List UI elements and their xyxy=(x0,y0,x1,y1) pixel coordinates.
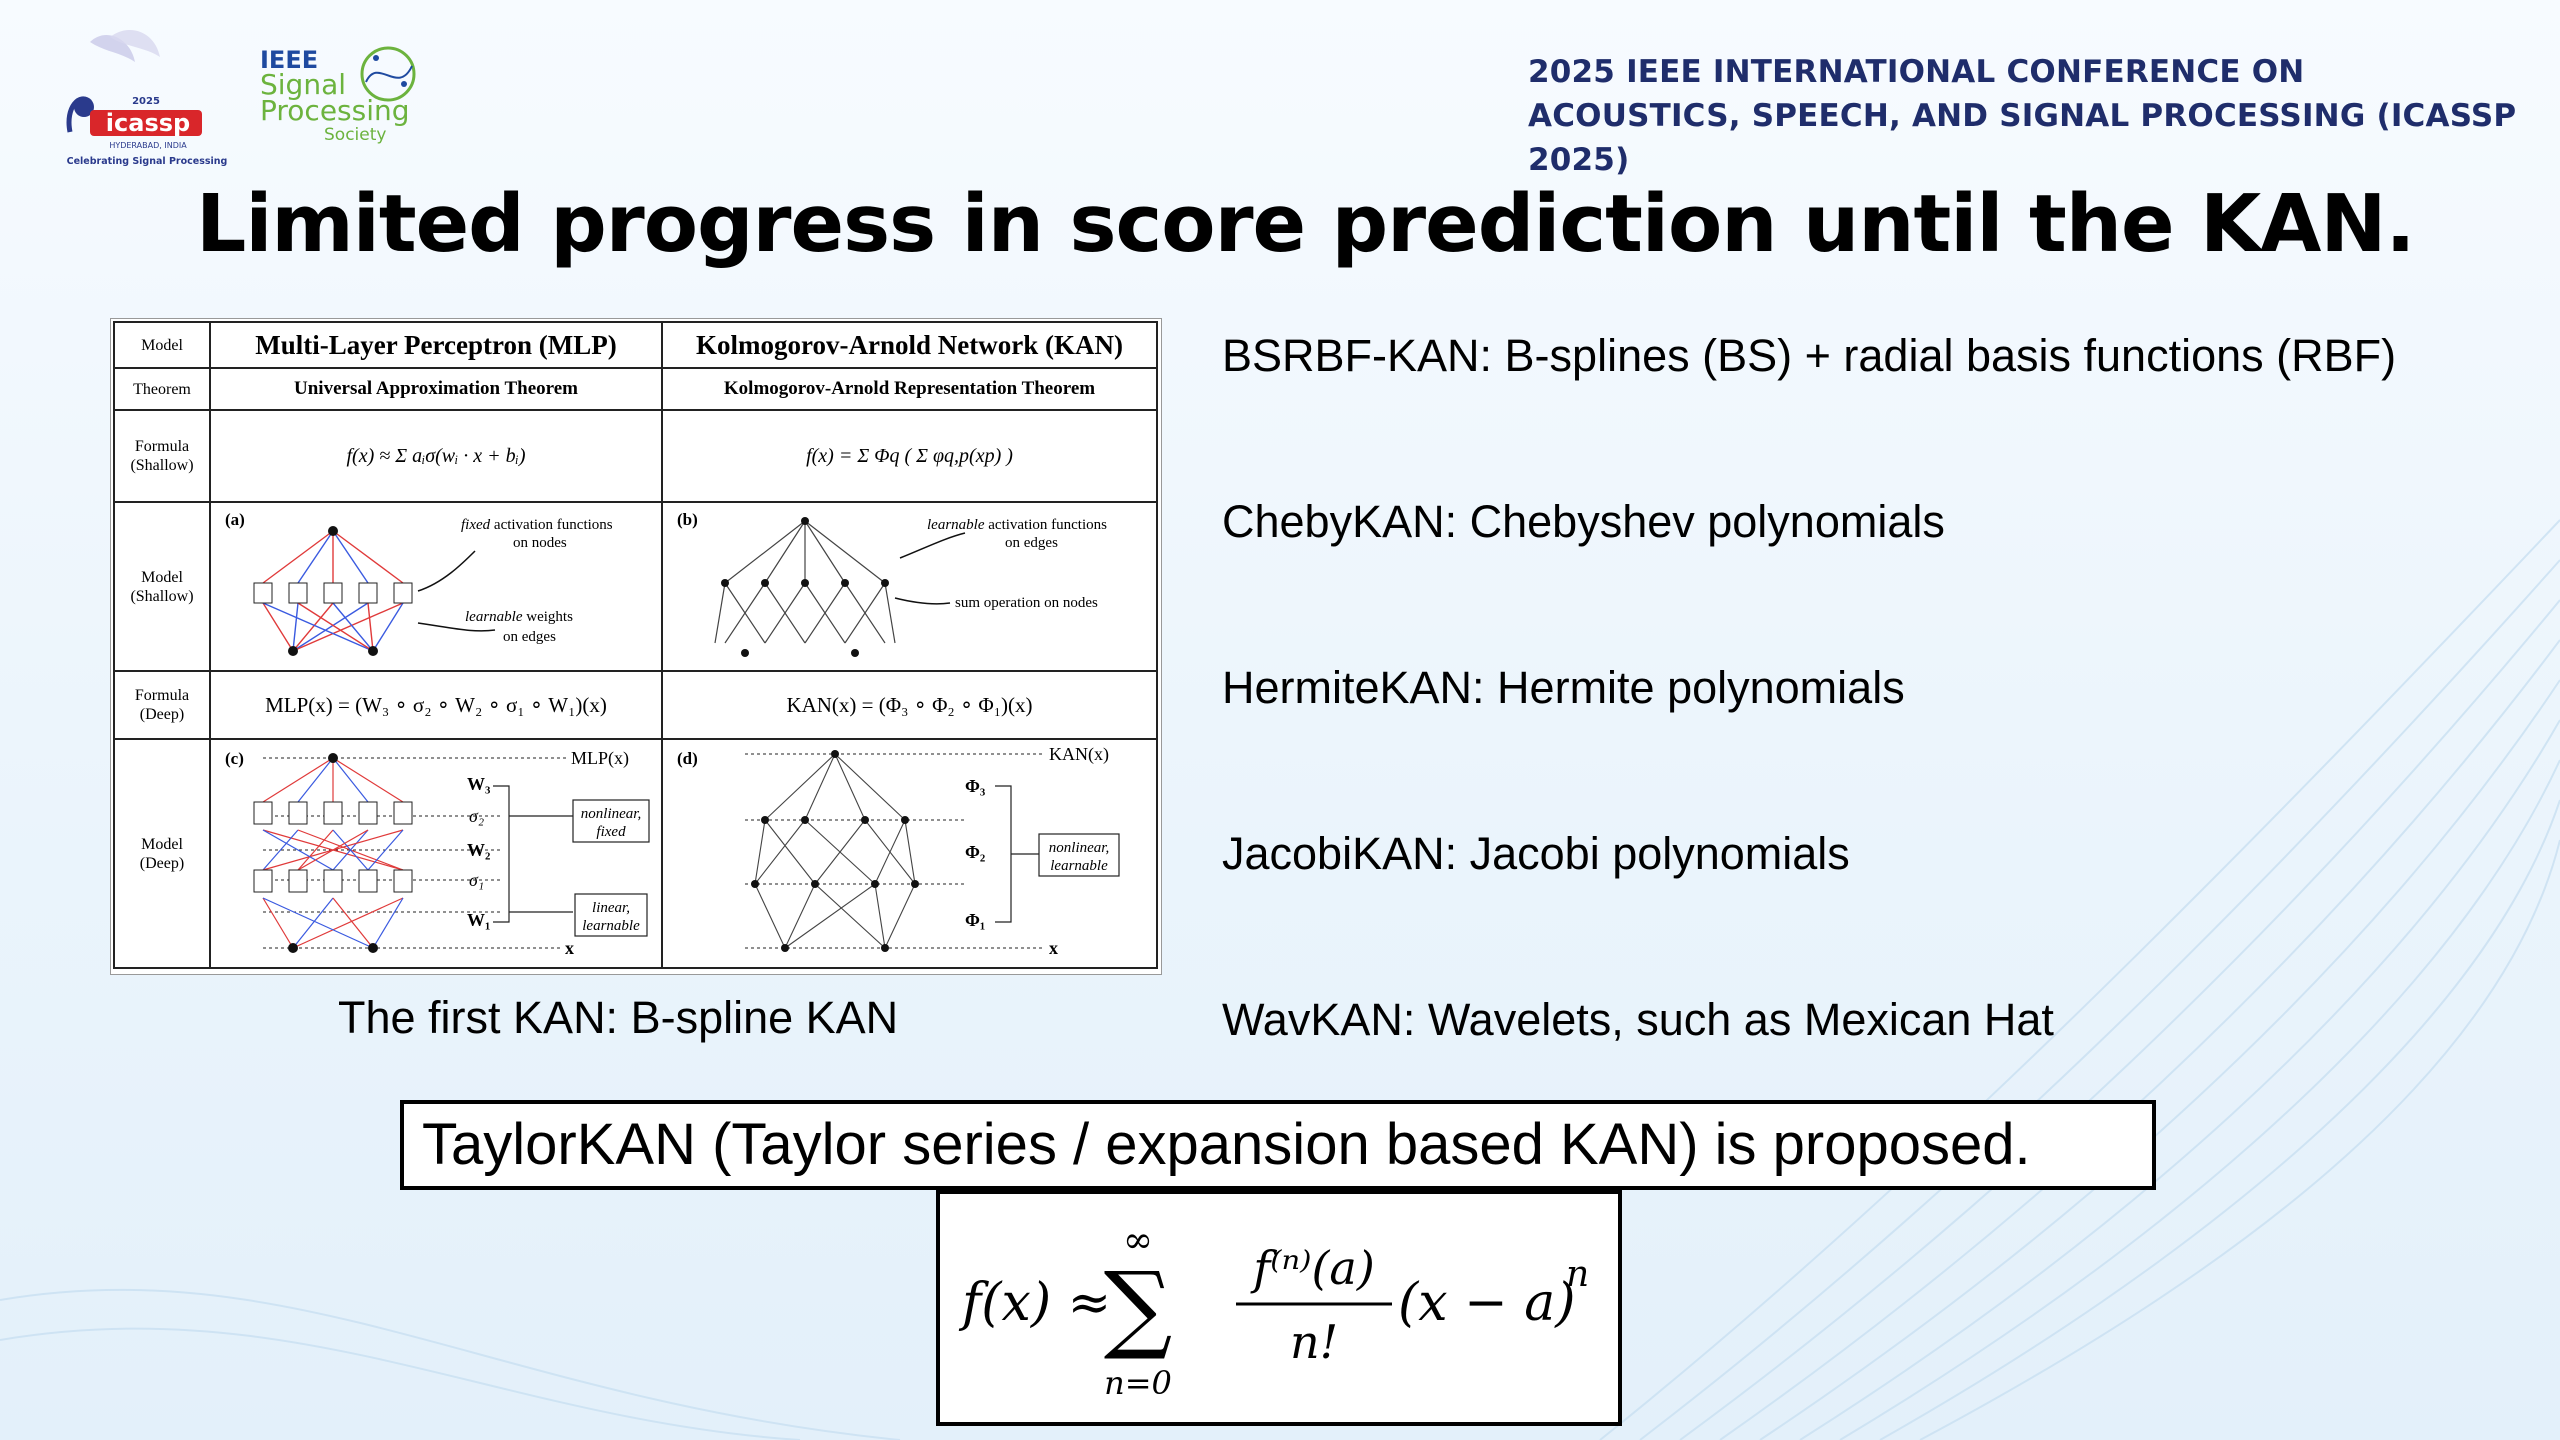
kan-variant-jacobi: JacobiKAN: Jacobi polynomials xyxy=(1222,828,1850,879)
svg-text:Society: Society xyxy=(324,125,386,145)
svg-text:HYDERABAD, INDIA: HYDERABAD, INDIA xyxy=(109,141,187,150)
kan-theorem: Kolmogorov-Arnold Representation Theorem xyxy=(661,367,1158,411)
b-note-1: learnable activation functions xyxy=(927,517,1107,533)
mlp-deep-diagram: (c) xyxy=(225,748,650,958)
panel-label-a: (a) xyxy=(225,510,245,529)
c-s2: σ₂ xyxy=(469,806,484,826)
row-label-text: (Shallow) xyxy=(130,587,194,605)
c-w2: W₂ xyxy=(467,840,490,860)
c-w3: W₃ xyxy=(467,774,491,794)
kan-shallow-diagram-cell: (b) learnable activation functions on ed… xyxy=(661,501,1158,672)
slide-title: Limited progress in score prediction unt… xyxy=(196,178,2416,270)
row-label-model-shallow: Model (Shallow) xyxy=(113,501,211,672)
mlp-shallow-diagram-cell: (a) xyxy=(209,501,663,672)
d-x: x xyxy=(1049,938,1058,958)
b-note-3: sum operation on nodes xyxy=(955,595,1098,611)
row-label-text: (Deep) xyxy=(139,706,185,723)
kan-variant-wav: WavKAN: Wavelets, such as Mexican Hat xyxy=(1222,994,2054,1045)
kan-variant-bsrbf: BSRBF-KAN: B-splines (BS) + radial basis… xyxy=(1222,330,2397,381)
mlp-header: Multi-Layer Perceptron (MLP) xyxy=(209,321,663,369)
a-note-3: learnable weights xyxy=(465,609,573,625)
d-box1b: learnable xyxy=(1050,858,1108,874)
row-label-formula-deep: Formula (Deep) xyxy=(113,670,211,740)
c-s1: σ₁ xyxy=(469,870,484,890)
svg-text:Signal: Signal xyxy=(260,68,346,101)
formula-sum-upper: ∞ xyxy=(1123,1220,1153,1261)
comparison-table: Model Multi-Layer Perceptron (MLP) Kolmo… xyxy=(113,321,1158,969)
panel-label-c: (c) xyxy=(225,749,244,768)
formula-exponent: n xyxy=(1566,1254,1589,1295)
row-label-theorem: Theorem xyxy=(113,367,211,411)
row-label-text: (Deep) xyxy=(139,854,185,872)
c-box1b: fixed xyxy=(596,824,626,840)
mlp-deep-diagram-cell: (c) xyxy=(209,738,663,969)
mlp-formula-shallow: f(x) ≈ Σ aᵢσ(wᵢ · x + bᵢ) xyxy=(209,409,663,503)
formula-sum-symbol: ∑ xyxy=(1104,1251,1173,1363)
formula-factor: (x − a) xyxy=(1398,1273,1576,1333)
formula-sum-lower: n=0 xyxy=(1104,1364,1172,1402)
svg-text:icassp: icassp xyxy=(106,109,190,137)
svg-text:2025: 2025 xyxy=(132,96,160,107)
d-p2: Φ₂ xyxy=(965,842,985,862)
c-box2b: learnable xyxy=(582,918,640,934)
taylor-formula-box: f(x) ≈ ∞ ∑ n=0 f⁽ⁿ⁾(a) n! (x − a) n xyxy=(936,1190,1622,1426)
c-mlpx: MLP(x) xyxy=(571,748,629,769)
conference-line-2: ACOUSTICS, SPEECH, AND SIGNAL PROCESSING… xyxy=(1528,98,2517,178)
b-note-2: on edges xyxy=(1005,535,1058,551)
row-label-text: Model xyxy=(141,835,183,853)
formula-lhs: f(x) ≈ xyxy=(958,1273,1111,1333)
ieee-sps-logo: IEEE Signal Processing Society xyxy=(258,36,428,151)
kan-variant-cheby: ChebyKAN: Chebyshev polynomials xyxy=(1222,496,1945,547)
formula-denominator: n! xyxy=(1290,1315,1338,1369)
a-note-2: on nodes xyxy=(513,535,567,551)
d-kanx: KAN(x) xyxy=(1049,744,1109,765)
row-label-text: Formula xyxy=(134,687,190,704)
kan-deep-diagram: (d) KAN xyxy=(677,744,1120,958)
a-note-1: fixed activation functions xyxy=(461,517,613,533)
kan-formula-deep: KAN(x) = (Φ₃ ∘ Φ₂ ∘ Φ₁)(x) xyxy=(661,670,1158,740)
panel-label-d: (d) xyxy=(677,749,698,768)
d-p3: Φ₃ xyxy=(965,776,986,796)
taylor-formula: f(x) ≈ ∞ ∑ n=0 f⁽ⁿ⁾(a) n! (x − a) n xyxy=(958,1220,1589,1402)
row-label-text: (Shallow) xyxy=(130,457,194,474)
d-p1: Φ₁ xyxy=(965,910,985,930)
d-box1a: nonlinear, xyxy=(1048,840,1108,856)
svg-text:IEEE: IEEE xyxy=(260,46,318,74)
kan-deep-diagram-cell: (d) KAN xyxy=(661,738,1158,969)
c-x: x xyxy=(565,938,574,958)
mlp-kan-comparison-figure: Model Multi-Layer Perceptron (MLP) Kolmo… xyxy=(110,318,1162,975)
mlp-theorem: Universal Approximation Theorem xyxy=(209,367,663,411)
row-label-formula-shallow: Formula (Shallow) xyxy=(113,409,211,503)
panel-label-b: (b) xyxy=(677,510,698,529)
svg-text:Celebrating Signal Processing: Celebrating Signal Processing xyxy=(67,156,228,167)
formula-numerator: f⁽ⁿ⁾(a) xyxy=(1250,1241,1375,1295)
kan-header: Kolmogorov-Arnold Network (KAN) xyxy=(661,321,1158,369)
kan-shallow-diagram: (b) learnable activation functions on ed… xyxy=(677,510,1107,657)
mlp-shallow-diagram: (a) xyxy=(225,510,613,656)
row-label-model: Model xyxy=(113,321,211,369)
row-label-model-deep: Model (Deep) xyxy=(113,738,211,969)
conference-line-1: 2025 IEEE INTERNATIONAL CONFERENCE ON xyxy=(1528,54,2305,90)
icassp-logo: 2025 icassp HYDERABAD, INDIA Celebrating… xyxy=(60,22,235,167)
mlp-formula-deep: MLP(x) = (W₃ ∘ σ₂ ∘ W₂ ∘ σ₁ ∘ W₁)(x) xyxy=(209,670,663,740)
row-label-text: Formula xyxy=(134,438,190,455)
proposal-box: TaylorKAN (Taylor series / expansion bas… xyxy=(400,1100,2156,1190)
figure-caption: The first KAN: B-spline KAN xyxy=(338,992,899,1043)
row-label-text: Model xyxy=(141,568,183,586)
c-box1a: nonlinear, xyxy=(581,806,641,822)
c-box2a: linear, xyxy=(592,900,630,916)
conference-name: 2025 IEEE INTERNATIONAL CONFERENCE ON AC… xyxy=(1528,50,2560,182)
kan-variant-hermite: HermiteKAN: Hermite polynomials xyxy=(1222,662,1905,713)
kan-formula-shallow: f(x) = Σ Φq ( Σ φq,p(xp) ) xyxy=(661,409,1158,503)
c-w1: W₁ xyxy=(467,910,490,930)
a-note-4: on edges xyxy=(503,629,556,645)
